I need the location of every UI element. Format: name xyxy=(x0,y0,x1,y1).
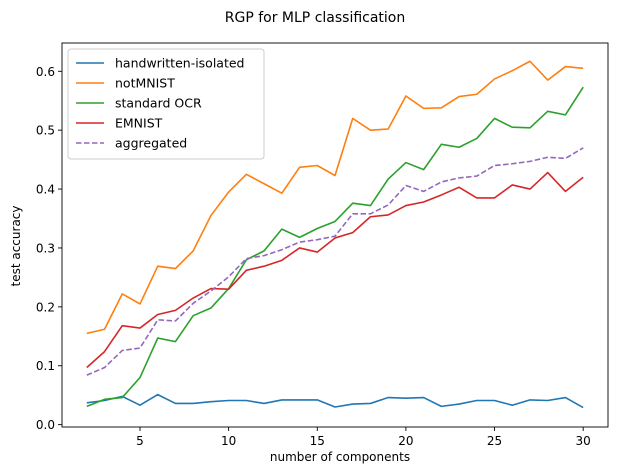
y-tick-label: 0.2 xyxy=(36,300,55,314)
plot-frame xyxy=(61,42,609,428)
legend-label: handwritten-isolated xyxy=(115,56,245,71)
x-tick-label: 25 xyxy=(487,434,502,448)
chart-title: RGP for MLP classification xyxy=(225,10,406,26)
series-line-notmnist xyxy=(86,60,584,335)
series-line-emnist xyxy=(86,171,584,369)
y-tick-label: 0.0 xyxy=(36,418,55,432)
series-line-aggregated xyxy=(86,147,584,376)
y-axis: 0.0 0.1 0.2 0.3 0.4 0.5 0.6 xyxy=(36,65,62,432)
x-tick-label: 30 xyxy=(576,434,591,448)
y-tick-label: 0.1 xyxy=(36,359,55,373)
legend-label: EMNIST xyxy=(115,116,163,131)
x-axis-label: number of components xyxy=(270,450,410,464)
y-tick-label: 0.5 xyxy=(36,124,55,138)
x-axis: 5 10 15 20 25 30 xyxy=(136,427,591,448)
legend-label: aggregated xyxy=(115,136,187,151)
legend-label: standard OCR xyxy=(115,96,202,111)
x-tick-label: 15 xyxy=(310,434,325,448)
series-line-handwritten-isolated xyxy=(86,393,584,409)
legend-label: notMNIST xyxy=(115,76,175,91)
legend-box xyxy=(67,48,265,160)
series-line-standard-ocr xyxy=(86,86,584,408)
x-tick-label: 20 xyxy=(398,434,413,448)
legend: handwritten-isolated notMNIST standard OCR… xyxy=(67,48,265,160)
y-tick-label: 0.6 xyxy=(36,65,55,79)
y-tick-label: 0.4 xyxy=(36,183,55,197)
x-tick-label: 5 xyxy=(136,434,144,448)
y-axis-label: test accuracy xyxy=(9,206,23,287)
x-tick-label: 10 xyxy=(221,434,236,448)
plot-area xyxy=(61,42,609,428)
y-tick-label: 0.3 xyxy=(36,241,55,255)
